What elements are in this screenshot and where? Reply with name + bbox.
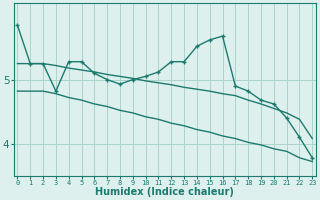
X-axis label: Humidex (Indice chaleur): Humidex (Indice chaleur) bbox=[95, 187, 234, 197]
